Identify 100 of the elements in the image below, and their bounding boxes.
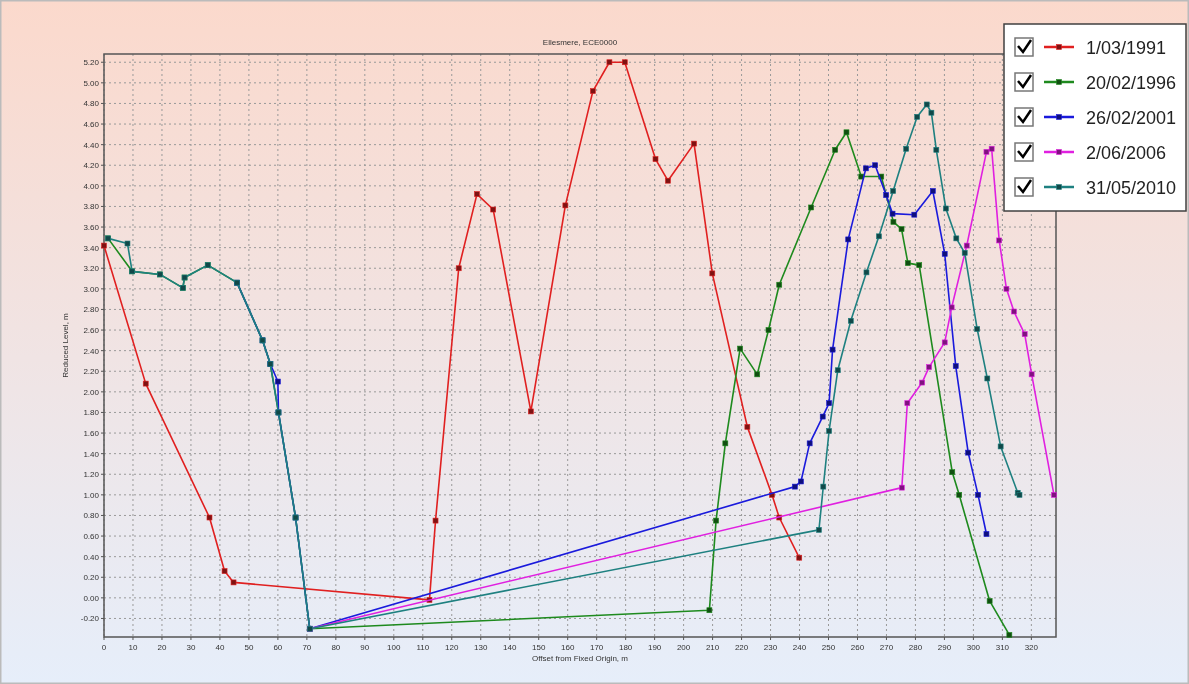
point [792,483,798,490]
point [826,428,832,434]
point [983,531,990,537]
y-tick-label: 1.00 [83,490,100,500]
point [890,219,897,225]
point [1006,632,1013,638]
y-tick-label: 1.40 [83,449,100,459]
point [776,281,783,288]
point [820,483,827,490]
y-tick-label: 3.20 [83,264,100,274]
point [706,607,713,614]
x-tick-label: 60 [273,643,283,652]
legend-label: 31/05/2010 [1086,178,1177,198]
point [709,270,716,277]
point [943,205,949,212]
y-tick-label: 1.20 [83,470,100,480]
y-tick-label: 1.60 [83,429,100,439]
x-tick-label: 150 [532,643,546,652]
point [872,162,878,169]
y-tick-label: 5.00 [83,78,100,88]
point [798,478,804,485]
y-tick-label: 0.20 [83,573,100,583]
point [905,260,911,266]
x-tick-label: 100 [387,643,402,652]
point [930,188,936,194]
point [949,469,956,475]
y-tick-label: 4.40 [83,140,100,150]
x-tick-label: 170 [589,643,604,652]
point [606,59,613,66]
point [933,146,940,153]
x-tick-label: 140 [503,643,517,652]
point [941,339,948,346]
point [765,327,772,333]
point [926,364,932,370]
point [691,140,697,147]
point [101,242,107,249]
point [737,345,743,352]
point [903,145,909,152]
x-tick-label: 270 [879,643,894,652]
point [975,492,981,498]
point [974,326,980,332]
point [528,408,534,415]
point [754,371,761,378]
y-tick-label: 3.40 [83,243,100,253]
x-tick-label: 80 [331,643,341,652]
y-tick-label: 4.80 [83,99,100,109]
y-tick-label: 3.00 [83,284,100,294]
point [914,114,920,120]
point [997,443,1004,450]
point [432,517,439,524]
y-tick-label: 0.60 [83,532,100,542]
y-tick-label: 3.80 [83,202,100,212]
y-tick-label: 4.00 [83,181,100,191]
point [876,233,882,240]
point [961,250,968,256]
point [744,424,751,430]
y-tick-label: 3.60 [83,223,100,233]
point [829,346,836,353]
point [988,145,995,152]
y-tick-label: -0.20 [80,614,100,624]
point [965,449,971,456]
x-tick-label: 40 [215,643,225,652]
point [230,579,237,586]
point [621,59,628,66]
x-tick-label: 130 [474,643,488,652]
legend-label: 26/02/2001 [1086,108,1177,128]
y-tick-label: 0.40 [83,552,100,562]
point [455,265,462,272]
point [142,380,149,387]
y-tick-label: 0.80 [83,511,100,521]
x-tick-label: 0 [101,643,107,652]
point [952,363,959,369]
x-tick-label: 70 [302,643,312,652]
y-tick-label: 2.40 [83,346,100,356]
point [275,378,281,385]
point [899,484,905,491]
point [916,262,923,268]
y-tick-label: 2.20 [83,367,100,377]
y-tick-label: 0.00 [83,593,100,603]
x-tick-label: 320 [1024,643,1039,652]
point [1028,371,1035,378]
point [904,400,911,406]
x-tick-label: 310 [995,643,1010,652]
point [889,210,896,217]
point [490,206,496,213]
point [808,204,814,211]
point [832,146,838,153]
x-tick-label: 300 [966,643,981,652]
point [796,554,803,561]
point [845,236,852,243]
point [984,375,991,382]
point [590,88,596,94]
x-tick-label: 120 [445,643,459,652]
point [923,101,930,108]
point [919,379,925,386]
x-tick-label: 240 [792,643,807,652]
x-tick-label: 110 [416,643,430,652]
x-tick-label: 180 [618,643,633,652]
x-tick-label: 280 [908,643,923,652]
point [890,188,896,194]
